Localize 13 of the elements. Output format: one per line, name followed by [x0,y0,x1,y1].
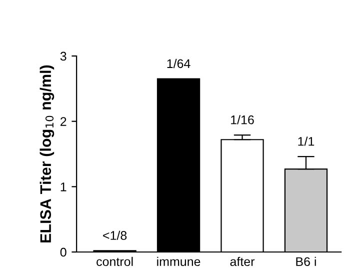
y-tick-label: 0 [60,248,66,257]
y-tick-label: 2 [60,117,66,126]
annotation: 1/64 [167,58,190,68]
x-tick-label: B6 i [296,256,316,266]
x-tick-label: after [230,256,255,266]
x-tick-label: immune [157,256,200,266]
y-axis-title: ELISA Titer (log$_{10}$ ng/ml) [40,65,54,242]
y-tick-label: 3 [60,52,66,61]
annotation: 1/1 [298,136,314,146]
annotation: <1/8 [103,230,127,240]
x-tick-label: control [96,256,133,266]
y-tick-label: 1 [60,182,66,192]
annotation: 1/16 [231,115,254,124]
